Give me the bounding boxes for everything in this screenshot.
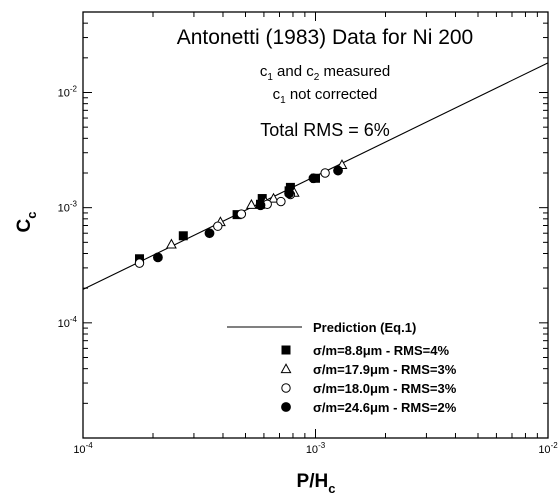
data-point-series-3 (320, 168, 330, 178)
data-point-series-3 (276, 196, 286, 207)
x-axis-title: P/Hc (297, 471, 336, 496)
data-point-series-4 (333, 165, 343, 176)
axis-ticks (82, 11, 548, 439)
chart-subtitle-line: c1 and c2 measured (260, 63, 390, 83)
legend-label-prediction: Prediction (Eq.1) (313, 320, 416, 335)
y-axis-label: Cc (14, 212, 39, 233)
data-point-series-3 (213, 221, 223, 231)
y-axis-title: Cc (14, 212, 39, 233)
legend-label-series-4: σ/m=24.6μm - RMS=2% (313, 400, 457, 415)
data-point-series-4 (153, 252, 163, 263)
legend-marker (281, 383, 291, 393)
y-tick-label: 10-2 (58, 84, 78, 99)
total-rms-text: Total RMS = 6% (260, 120, 390, 140)
chart-title: Antonetti (1983) Data for Ni 200 (177, 26, 474, 49)
data-point-series-1 (178, 231, 188, 241)
y-tick-label: 10-3 (58, 200, 78, 215)
data-point-series-4 (204, 228, 215, 239)
legend-label-series-1: σ/m=8.8μm - RMS=4% (313, 343, 450, 358)
data-point-series-3 (134, 258, 145, 268)
legend: Prediction (Eq.1) σ/m=8.8μm - RMS=4% σ/m=1… (227, 320, 457, 415)
legend-marker (280, 363, 292, 374)
data-point-series-4 (284, 188, 295, 199)
tick-labels: 10-4 10-3 10-2 10-4 10-3 10-2 (58, 84, 558, 456)
y-tick-label: 10-4 (58, 315, 78, 330)
x-tick-label: 10-4 (73, 441, 93, 456)
legend-label-series-2: σ/m=17.9μm - RMS=3% (313, 362, 457, 377)
x-tick-label: 10-2 (538, 441, 558, 456)
x-axis-label: P/Hc (297, 471, 336, 496)
data-point-series-4 (308, 173, 319, 184)
x-tick-label: 10-3 (306, 441, 326, 456)
data-point-series-3 (236, 209, 247, 219)
chart-subtitles: c1 and c2 measured c1 not corrected (260, 63, 390, 106)
legend-label-series-3: σ/m=18.0μm - RMS=3% (313, 381, 457, 396)
legend-marker (281, 402, 291, 412)
chart-subtitle-line: c1 not corrected (273, 86, 378, 106)
data-markers (134, 159, 348, 268)
legend-marker (281, 345, 291, 355)
data-point-series-2 (268, 192, 279, 203)
data-point-series-4 (255, 200, 266, 211)
data-point-series-2 (165, 238, 177, 249)
data-point-series-2 (245, 198, 257, 209)
